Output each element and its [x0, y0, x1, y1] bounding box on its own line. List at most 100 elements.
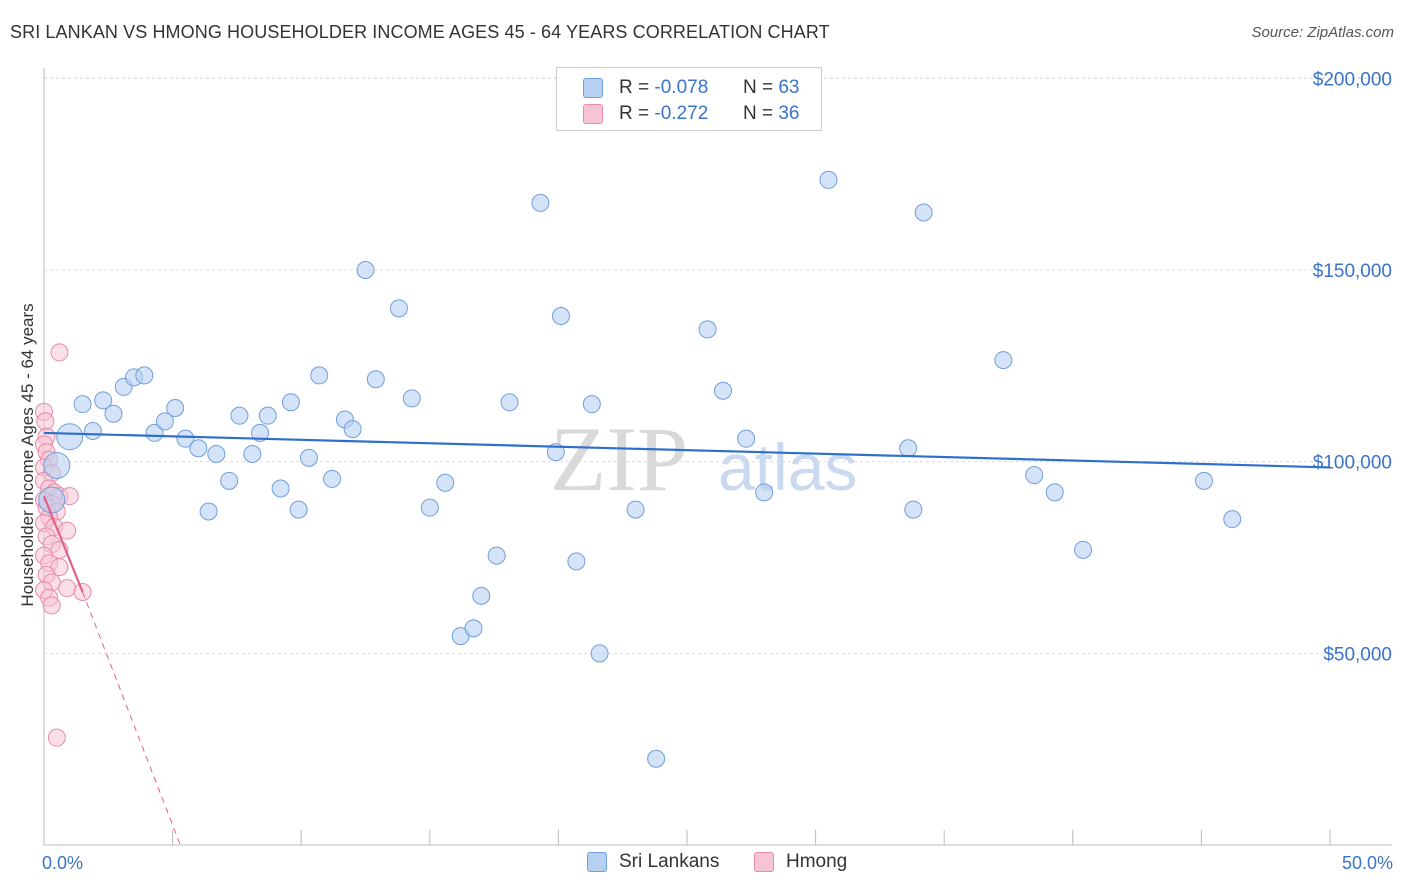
sri-lankan-point	[904, 500, 923, 519]
sri-lankan-point	[94, 391, 113, 410]
legend-swatch-blue	[583, 78, 603, 98]
sri-lankan-point	[582, 395, 601, 414]
sri-lankan-point	[104, 404, 123, 423]
watermark-zip: ZIP	[550, 408, 688, 510]
hmong-trend-extension	[82, 591, 181, 846]
series-label-hmong: Hmong	[786, 851, 848, 872]
sri-lankan-point	[251, 423, 270, 442]
hmong-point	[36, 412, 55, 431]
series-swatch-pink	[754, 852, 774, 872]
legend-n-label: N =	[742, 103, 774, 124]
sri-lankan-point	[914, 203, 933, 222]
sri-lankan-point	[189, 439, 208, 458]
sri-lankan-point	[436, 473, 455, 492]
legend-r-value-sri-lankans: -0.078	[654, 77, 709, 98]
y-tick-label: $100,000	[1313, 453, 1392, 474]
legend-swatch-pink	[583, 104, 603, 124]
sri-lankan-point	[1194, 471, 1213, 490]
sri-lankan-point	[176, 429, 195, 448]
sri-lankan-point	[271, 479, 290, 498]
legend-r-label: R =	[619, 77, 650, 98]
legend-r-label: R =	[619, 103, 650, 124]
sri-lankan-point	[567, 552, 586, 571]
legend-row-sri-lankans: R = -0.078 N = 63	[583, 75, 799, 101]
sri-lankan-point	[243, 445, 262, 463]
sri-lankan-point	[472, 586, 491, 605]
sri-lankan-point	[551, 307, 570, 325]
sri-lankan-point	[135, 366, 154, 385]
series-label-sri-lankans: Sri Lankans	[619, 851, 720, 872]
sri-lankan-point	[755, 483, 774, 502]
sri-lankan-point	[299, 448, 318, 467]
sri-lankan-point	[531, 193, 550, 212]
sri-lankan-point	[1025, 466, 1044, 485]
sri-lankan-point	[220, 471, 239, 490]
y-tick-label: $150,000	[1313, 261, 1392, 282]
x-tick-label-min: 0.0%	[42, 853, 83, 873]
sri-lankan-trend-line	[43, 431, 1331, 469]
sri-lankan-point	[258, 406, 277, 425]
hmong-point	[50, 343, 69, 362]
hmong-point	[42, 596, 61, 615]
sri-lankan-point	[626, 500, 645, 519]
legend-row-hmong: R = -0.272 N = 36	[583, 101, 799, 127]
sri-lankan-point	[83, 422, 102, 440]
sri-lankan-point	[402, 389, 421, 408]
sri-lankan-point	[207, 445, 226, 463]
sri-lankan-point	[737, 429, 756, 448]
sri-lankan-point	[73, 395, 92, 414]
legend-r-value-hmong: -0.272	[654, 103, 709, 124]
series-swatch-blue	[587, 852, 607, 872]
sri-lankan-point	[343, 420, 362, 439]
sri-lankan-point	[714, 381, 733, 400]
sri-lankan-point	[819, 170, 838, 189]
sri-lankan-point	[389, 299, 408, 318]
chart-title: SRI LANKAN VS HMONG HOUSEHOLDER INCOME A…	[10, 22, 830, 42]
sri-lankan-point	[1074, 540, 1093, 559]
hmong-point	[58, 579, 77, 598]
x-tick-label-max: 50.0%	[1342, 853, 1393, 873]
source-credit: Source: ZipAtlas.com	[1251, 24, 1394, 41]
sri-lankan-point	[199, 502, 218, 521]
hmong-point	[47, 728, 66, 747]
sri-lankan-point	[500, 393, 519, 412]
sri-lankan-point	[464, 619, 483, 638]
y-tick-label: $50,000	[1323, 644, 1392, 665]
sri-lankan-point	[1223, 510, 1242, 529]
trend-lines	[42, 431, 1331, 846]
sri-lankan-point	[155, 412, 174, 431]
sri-lankan-point	[38, 486, 66, 514]
sri-lankan-point	[994, 351, 1013, 370]
sri-lankan-point	[43, 452, 71, 479]
sri-lankan-point	[166, 399, 185, 417]
series-legend: Sri Lankans Hmong	[0, 851, 1406, 879]
x-tick-marks	[43, 830, 1331, 845]
y-tick-label: $200,000	[1313, 69, 1392, 90]
correlation-legend: R = -0.078 N = 63 R = -0.272 N = 36	[556, 67, 822, 131]
sri-lankan-point	[289, 500, 308, 519]
hmong-trend-line	[42, 495, 84, 593]
legend-n-label: N =	[742, 77, 774, 98]
sri-lankan-point	[366, 370, 385, 389]
legend-n-value-hmong: 36	[778, 103, 800, 124]
grid-layer	[44, 77, 1392, 654]
sri-lankan-point	[145, 423, 164, 442]
sri-lankan-point	[310, 366, 329, 385]
y-tick-labels: $50,000 $100,000 $150,000 $200,000	[1313, 69, 1392, 665]
sri-lankan-point	[1045, 483, 1064, 502]
sri-lankan-points	[38, 170, 1242, 768]
series-legend-hmong[interactable]: Hmong	[754, 851, 847, 873]
sri-lankan-point	[899, 439, 918, 458]
sri-lankan-point	[323, 469, 342, 488]
series-legend-sri-lankans[interactable]: Sri Lankans	[587, 851, 719, 873]
sri-lankan-point	[590, 644, 609, 663]
sri-lankan-point	[281, 393, 300, 412]
sri-lankan-point	[420, 498, 439, 517]
watermark: ZIP atlas	[550, 408, 857, 510]
sri-lankan-point	[698, 320, 717, 339]
sri-lankan-point	[230, 406, 249, 425]
sri-lankan-point	[647, 749, 666, 768]
legend-n-value-sri-lankans: 63	[778, 77, 800, 98]
sri-lankan-point	[487, 546, 506, 565]
